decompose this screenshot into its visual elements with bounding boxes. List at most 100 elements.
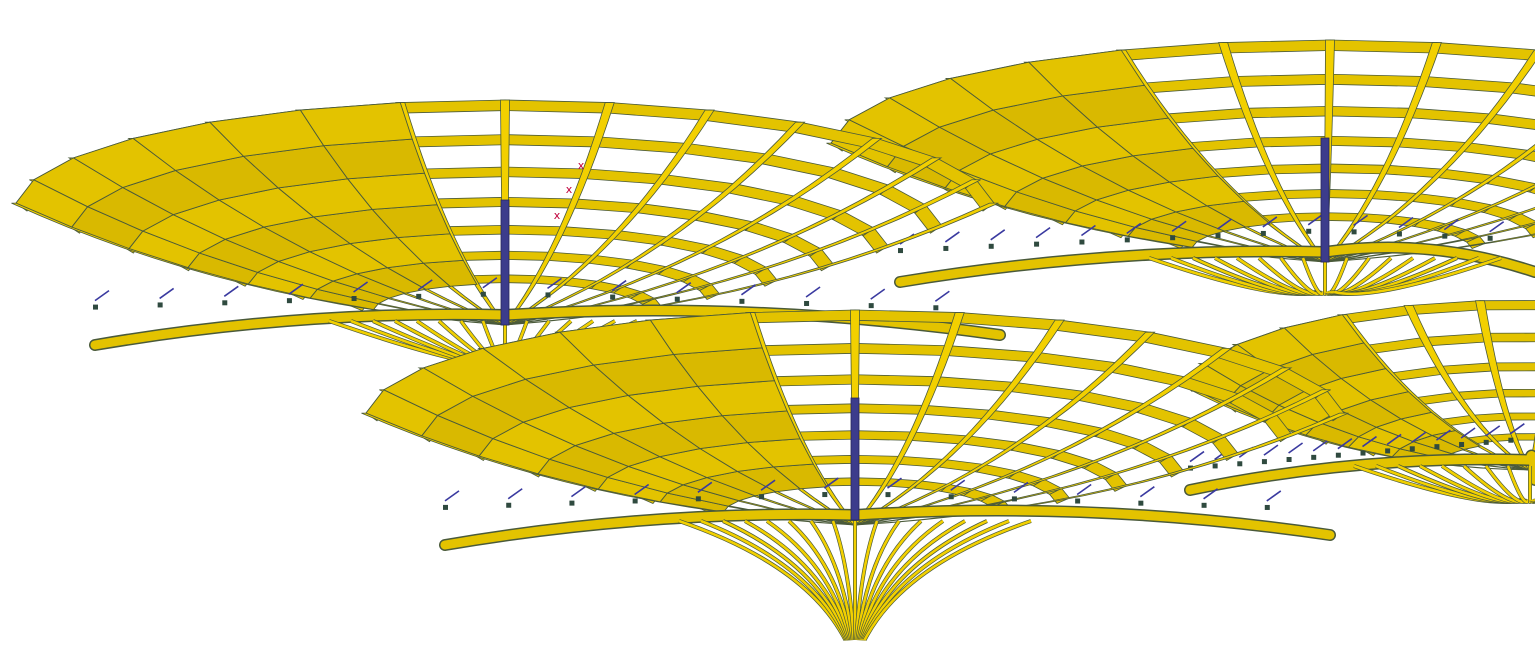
purlin — [1397, 138, 1468, 152]
column — [1321, 138, 1329, 262]
purlin — [1499, 389, 1535, 397]
connection-node — [1306, 229, 1311, 234]
purlin — [683, 144, 769, 164]
connection-node — [506, 503, 511, 508]
purlin — [1234, 74, 1329, 86]
connection-node — [1397, 231, 1402, 236]
bracing-diagonal — [1190, 452, 1204, 462]
purlin — [459, 251, 505, 260]
purlin — [761, 343, 855, 355]
purlin — [855, 431, 913, 441]
connection-node — [1034, 242, 1039, 247]
purlin — [797, 431, 855, 441]
purlin — [1330, 40, 1437, 53]
purlin — [585, 169, 666, 184]
purlin — [1328, 136, 1400, 147]
purlin — [1493, 363, 1535, 371]
purlin — [1434, 43, 1535, 61]
purlin — [505, 197, 575, 208]
column — [501, 200, 509, 325]
purlin — [1121, 43, 1225, 61]
selection-marker: x — [566, 183, 573, 196]
connection-node — [1170, 235, 1175, 240]
connection-node — [696, 496, 701, 501]
connection-node — [989, 244, 994, 249]
connection-node — [1361, 451, 1366, 456]
purlin — [855, 343, 949, 355]
connection-node — [949, 494, 954, 499]
bracing-diagonal — [1289, 443, 1303, 453]
purlin — [573, 199, 643, 213]
purlin — [1268, 164, 1327, 174]
purlin — [1329, 74, 1425, 86]
bracing-diagonal — [935, 291, 949, 301]
connection-node — [1237, 461, 1242, 466]
purlin — [855, 310, 960, 323]
connection-node — [158, 302, 163, 307]
purlin — [750, 310, 855, 323]
purlin — [785, 404, 855, 415]
bracing-diagonal — [1267, 491, 1281, 501]
purlin — [607, 103, 709, 121]
purlin — [1327, 189, 1374, 198]
bracing-diagonal — [445, 491, 459, 501]
purlin — [1188, 138, 1259, 152]
connection-node — [869, 303, 874, 308]
selection-marker: x — [554, 209, 561, 222]
purlin — [1033, 352, 1119, 372]
purlin — [1342, 306, 1411, 324]
connection-node — [1508, 438, 1513, 443]
bracing-diagonal — [945, 232, 959, 242]
purlin — [1439, 363, 1494, 374]
connection-node — [886, 492, 891, 497]
connection-node — [93, 305, 98, 310]
connection-node — [1213, 463, 1218, 468]
purlin — [1480, 300, 1535, 309]
connection-node — [933, 305, 938, 310]
purlin — [1143, 77, 1236, 93]
purlin — [505, 167, 587, 179]
connection-node — [569, 501, 574, 506]
purlin — [935, 377, 1016, 392]
selection-marker: x — [578, 159, 585, 172]
connection-node — [352, 296, 357, 301]
connection-node — [739, 299, 744, 304]
connection-node — [481, 292, 486, 297]
bracing-diagonal — [1461, 428, 1475, 438]
purlin — [400, 100, 505, 113]
purlin — [705, 110, 800, 132]
connection-node — [1311, 455, 1316, 460]
connection-node — [759, 494, 764, 499]
purlin — [505, 251, 551, 260]
connection-node — [633, 498, 638, 503]
purlin — [1422, 77, 1516, 93]
purlin — [855, 455, 901, 464]
connection-node — [416, 294, 421, 299]
purlin — [435, 197, 505, 208]
rib — [1529, 300, 1535, 470]
purlin — [1257, 136, 1329, 147]
connection-node — [1385, 448, 1390, 453]
purlin — [1143, 332, 1226, 358]
purlin — [423, 167, 505, 179]
connection-node — [1352, 229, 1357, 234]
connection-node — [1075, 499, 1080, 504]
purlin — [809, 455, 855, 464]
purlin — [923, 405, 993, 419]
purlin — [447, 225, 505, 235]
purlin — [1055, 320, 1150, 342]
connection-node — [675, 297, 680, 302]
connection-node — [1287, 457, 1292, 462]
bracing-diagonal — [571, 487, 585, 497]
connection-node — [1434, 444, 1439, 449]
connection-node — [822, 492, 827, 497]
purlin — [1486, 333, 1535, 342]
purlin — [411, 135, 505, 147]
column — [851, 398, 859, 520]
connection-node — [1265, 505, 1270, 510]
connection-node — [222, 300, 227, 305]
connection-node — [1202, 503, 1207, 508]
purlin — [1329, 106, 1413, 117]
connection-node — [546, 292, 551, 297]
